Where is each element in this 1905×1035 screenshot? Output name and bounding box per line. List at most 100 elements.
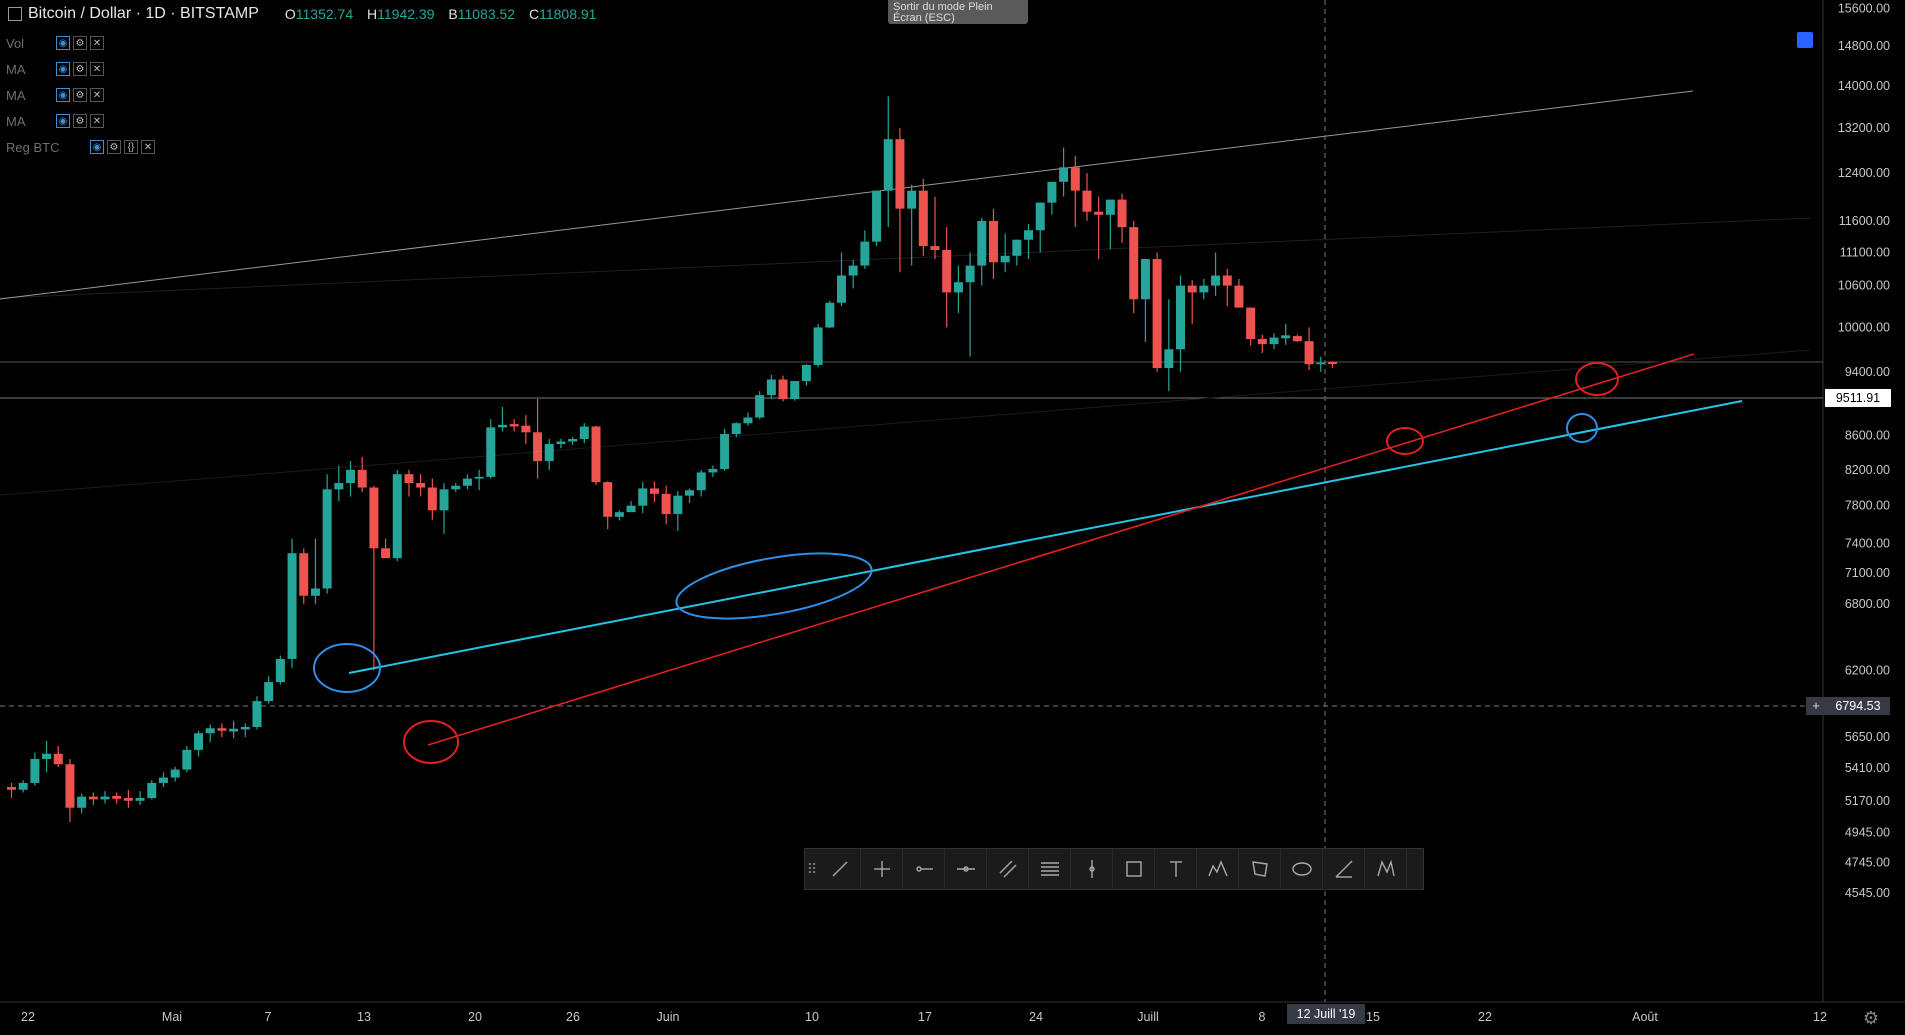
remove-icon[interactable]: ✕ xyxy=(141,140,155,154)
candle xyxy=(53,746,63,767)
candle xyxy=(685,488,695,503)
symbol-title[interactable]: Bitcoin / Dollar · 1D · BITSTAMP xyxy=(28,5,259,22)
candle-body xyxy=(848,265,858,276)
vertical-line-icon[interactable] xyxy=(1071,849,1113,889)
candle xyxy=(1234,278,1244,308)
candle-body xyxy=(1164,349,1174,369)
settings-icon[interactable]: ⚙ xyxy=(73,88,87,102)
candle xyxy=(544,438,554,470)
candle-body xyxy=(1292,336,1302,342)
candle-body xyxy=(1281,335,1291,339)
trend-line-icon[interactable] xyxy=(819,849,861,889)
drawing-toolbar: ⠿ xyxy=(804,848,1424,890)
candle-body xyxy=(743,417,753,424)
candle-body xyxy=(766,379,776,396)
candle-body xyxy=(322,489,332,589)
candle-body xyxy=(1316,362,1326,365)
eye-icon[interactable]: ◉ xyxy=(56,36,70,50)
candle-body xyxy=(778,379,788,400)
candle-body xyxy=(720,433,730,469)
measure-icon[interactable] xyxy=(1323,849,1365,889)
rectangle-icon[interactable] xyxy=(1113,849,1155,889)
candle xyxy=(88,792,98,805)
price-tick-label: 14800.00 xyxy=(1838,39,1890,53)
projection-icon[interactable] xyxy=(1239,849,1281,889)
auto-scale-icon[interactable] xyxy=(1797,32,1813,48)
eye-icon[interactable]: ◉ xyxy=(56,62,70,76)
crosshair-icon[interactable] xyxy=(861,849,903,889)
xabcd-icon[interactable] xyxy=(1365,849,1407,889)
collapse-icon[interactable] xyxy=(8,7,22,21)
drag-handle-icon[interactable]: ⠿ xyxy=(806,860,818,877)
candle xyxy=(509,419,519,432)
upper-trend-line xyxy=(0,90,1694,300)
candle xyxy=(673,491,683,531)
time-tick-label: 22 xyxy=(1478,1010,1492,1024)
indicator-row-reg-btc[interactable]: Reg BTC ◉ ⚙{} ✕ xyxy=(6,134,155,160)
candle-body xyxy=(708,468,718,473)
indicator-row-vol[interactable]: Vol ◉ ⚙ ✕ xyxy=(6,30,155,56)
indicator-row-ma-2[interactable]: MA ◉ ⚙ ✕ xyxy=(6,82,155,108)
time-tick-label: 26 xyxy=(566,1010,580,1024)
eye-icon[interactable]: ◉ xyxy=(56,88,70,102)
candle xyxy=(720,428,730,471)
candle-body xyxy=(346,469,356,484)
settings-icon[interactable]: ⚙ xyxy=(73,62,87,76)
remove-icon[interactable]: ✕ xyxy=(90,62,104,76)
chart-settings-icon[interactable]: ⚙ xyxy=(1862,1008,1880,1028)
price-tick-label: 8600.00 xyxy=(1845,429,1890,443)
candle xyxy=(392,469,402,562)
indicator-row-ma-3[interactable]: MA ◉ ⚙ ✕ xyxy=(6,108,155,134)
eye-icon[interactable]: ◉ xyxy=(56,114,70,128)
candle xyxy=(801,364,811,386)
symbol-header[interactable]: Bitcoin / Dollar · 1D · BITSTAMP O11352.… xyxy=(0,0,606,28)
candle xyxy=(42,740,52,773)
crosshair-date-label: 12 Juill '19 xyxy=(1297,1007,1356,1021)
candle xyxy=(1304,327,1314,371)
time-tick-label: 15 xyxy=(1366,1010,1380,1024)
candle xyxy=(252,696,262,730)
source-code-icon[interactable]: {} xyxy=(124,140,138,154)
candle-body xyxy=(603,482,613,517)
candle xyxy=(1152,252,1162,372)
candle xyxy=(369,485,379,671)
settings-icon[interactable]: ⚙ xyxy=(73,36,87,50)
candle-body xyxy=(240,726,250,730)
candle xyxy=(497,407,507,432)
candle-body xyxy=(30,758,40,783)
ohlc-open-value: 11352.74 xyxy=(295,6,354,22)
candle xyxy=(1246,307,1256,346)
settings-icon[interactable]: ⚙ xyxy=(73,114,87,128)
horizontal-line-icon[interactable] xyxy=(945,849,987,889)
ellipse-icon[interactable] xyxy=(1281,849,1323,889)
horizontal-ray-icon[interactable] xyxy=(903,849,945,889)
text-icon[interactable] xyxy=(1155,849,1197,889)
candle xyxy=(451,483,461,493)
exit-fullscreen-tooltip: Sortir du mode Plein Écran (ESC) xyxy=(888,0,1028,24)
pattern-icon[interactable] xyxy=(1197,849,1239,889)
candle-body xyxy=(182,749,192,770)
eye-icon[interactable]: ◉ xyxy=(90,140,104,154)
candle xyxy=(486,419,496,479)
fib-retracement-icon[interactable] xyxy=(1029,849,1071,889)
candle xyxy=(346,461,356,497)
channel-line xyxy=(0,217,1811,299)
candle-body xyxy=(556,441,566,445)
current-price-badge xyxy=(1825,389,1891,407)
settings-icon[interactable]: ⚙ xyxy=(107,140,121,154)
candle-body xyxy=(1257,338,1267,345)
candle-body xyxy=(158,777,168,783)
candle xyxy=(462,474,472,490)
time-tick-label: 10 xyxy=(805,1010,819,1024)
candle xyxy=(1105,199,1115,250)
current-price-label: 9511.91 xyxy=(1836,391,1880,405)
indicator-row-ma-1[interactable]: MA ◉ ⚙ ✕ xyxy=(6,56,155,82)
parallel-channel-icon[interactable] xyxy=(987,849,1029,889)
remove-icon[interactable]: ✕ xyxy=(90,88,104,102)
remove-icon[interactable]: ✕ xyxy=(90,114,104,128)
time-tick-label: Mai xyxy=(162,1010,182,1024)
candle-body xyxy=(918,190,928,247)
remove-icon[interactable]: ✕ xyxy=(90,36,104,50)
indicator-legend: Vol ◉ ⚙ ✕ MA ◉ ⚙ ✕ MA ◉ ⚙ ✕ MA ◉ ⚙ ✕ Reg BTC ◉ ⚙{… xyxy=(6,30,155,160)
